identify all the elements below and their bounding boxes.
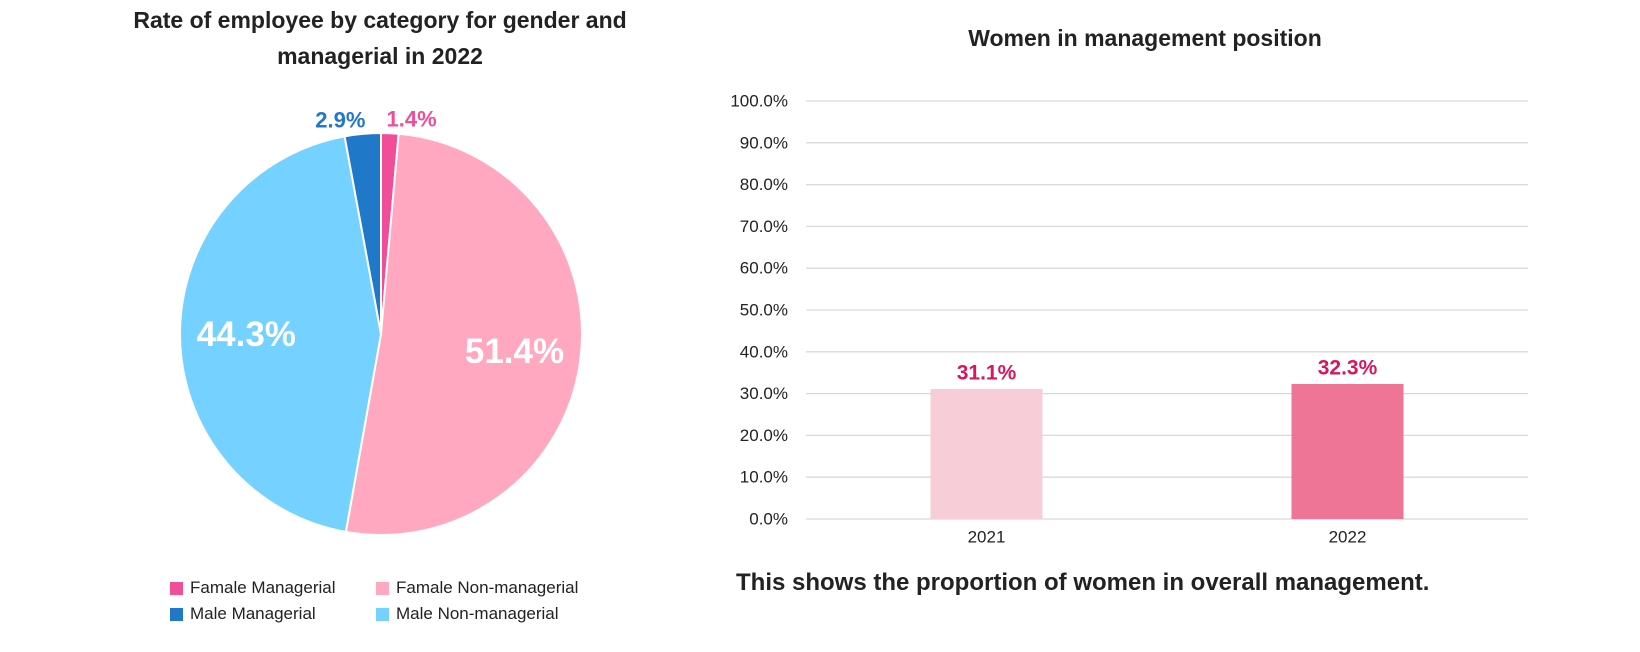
y-tick-label: 10.0% [740, 468, 788, 487]
bar-chart: 0.0% 10.0% 20.0% 30.0% 40.0% 50.0% 60.0% 70.0% 8… [730, 92, 1528, 547]
pie-slice-label: 2.9% [315, 107, 365, 132]
legend-swatch [376, 607, 389, 621]
bar-value-label: 32.3% [1318, 357, 1378, 380]
y-tick-label: 70.0% [740, 217, 788, 236]
pie-slice-male-non-managerial [179, 135, 383, 534]
legend-label: Male Managerial [190, 604, 316, 623]
pie-chart: 1.4% 51.4% 44.3% 2.9% [179, 107, 583, 537]
y-tick-label: 100.0% [730, 92, 788, 111]
bar-chart-note: This shows the proportion of women in ov… [736, 569, 1430, 596]
legend-swatch [376, 581, 389, 595]
bar-chart-panel: Women in management position 0.0% 10.0% 20… [720, 0, 1640, 652]
legend-label: Famale Managerial [190, 578, 336, 597]
pie-chart-title: Rate of employee by category for gender … [133, 7, 627, 69]
x-tick-label: 2021 [968, 528, 1006, 547]
y-tick-label: 90.0% [740, 133, 788, 152]
legend-item: Famale Managerial [170, 578, 336, 598]
y-tick-label: 40.0% [740, 342, 788, 361]
legend-item: Famale Non-managerial [376, 578, 578, 598]
pie-slice-label: 51.4% [465, 332, 564, 371]
bar-2021 [930, 389, 1043, 519]
legend-label: Male Non-managerial [396, 604, 559, 623]
y-tick-label: 30.0% [740, 384, 788, 403]
bar-value-label: 31.1% [957, 362, 1017, 385]
pie-chart-panel: Rate of employee by category for gender … [0, 0, 770, 652]
pie-slice-label: 1.4% [387, 107, 437, 132]
legend-item: Male Non-managerial [376, 604, 559, 624]
x-tick-label: 2022 [1329, 528, 1367, 547]
y-tick-label: 0.0% [749, 510, 788, 529]
legend-swatch [170, 607, 183, 621]
pie-slice-famale-non-managerial [344, 132, 583, 537]
y-tick-label: 80.0% [740, 175, 788, 194]
y-tick-label: 20.0% [740, 426, 788, 445]
legend-item: Male Managerial [170, 604, 316, 624]
y-tick-label: 50.0% [740, 301, 788, 320]
pie-slice-label: 44.3% [197, 315, 296, 354]
bar-chart-title: Women in management position [968, 25, 1322, 51]
pie-slice-male-managerial [343, 131, 382, 335]
y-tick-label: 60.0% [740, 259, 788, 278]
legend-swatch [170, 581, 183, 595]
legend-label: Famale Non-managerial [396, 578, 579, 597]
bar-2022 [1291, 384, 1404, 519]
